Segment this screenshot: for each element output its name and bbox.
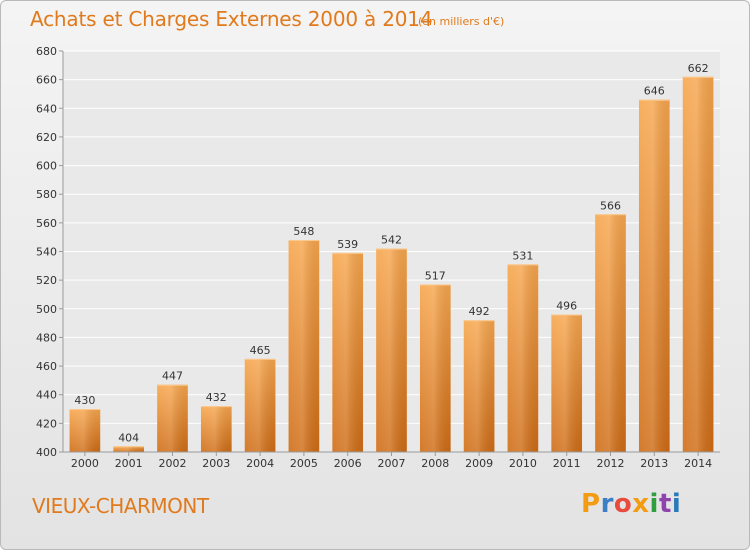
- bar-shine: [638, 99, 670, 452]
- x-tick-label-2011: 2011: [553, 457, 581, 470]
- proxiti-logo: Proxiti: [581, 489, 681, 519]
- x-tick-label-2012: 2012: [597, 457, 625, 470]
- bar-shine: [113, 446, 145, 452]
- x-tick-label-2003: 2003: [202, 457, 230, 470]
- x-tick-label-2001: 2001: [115, 457, 143, 470]
- chart-subtitle: (en milliers d'€): [418, 15, 505, 28]
- y-tick-label: 660: [36, 74, 57, 87]
- bar-shine: [419, 284, 451, 452]
- logo-letter: t: [658, 489, 672, 519]
- x-tick-label-2008: 2008: [421, 457, 449, 470]
- value-label-2005: 548: [293, 225, 314, 238]
- bar-shine: [200, 406, 232, 452]
- y-tick-label: 500: [36, 303, 57, 316]
- x-axis-ticks: 2000 2001 2002 2003 2004 2005 2006 2007 2008 2009…: [71, 452, 712, 470]
- bar-shine: [463, 320, 495, 452]
- y-tick-label: 580: [36, 188, 57, 201]
- value-label-2001: 404: [118, 431, 139, 444]
- y-tick-label: 640: [36, 102, 57, 115]
- bar-shine: [157, 384, 188, 452]
- y-tick-label: 680: [36, 45, 57, 58]
- value-label-2014: 662: [688, 62, 709, 75]
- bar-shine: [376, 248, 407, 452]
- y-tick-label: 600: [36, 160, 57, 173]
- y-tick-label: 440: [36, 389, 57, 402]
- bar-shine: [288, 240, 320, 452]
- value-label-2010: 531: [512, 249, 533, 262]
- value-label-2008: 517: [425, 269, 446, 282]
- bar-shine: [69, 409, 101, 452]
- y-tick-label: 540: [36, 246, 57, 259]
- value-labels: 430 404 447 432 465 548 539 542 517 492 531 496 566 6…: [74, 62, 708, 444]
- x-tick-label-2006: 2006: [334, 457, 362, 470]
- x-tick-label-2005: 2005: [290, 457, 318, 470]
- x-tick-label-2002: 2002: [159, 457, 187, 470]
- logo-letter: o: [613, 489, 633, 519]
- bar-shine: [682, 76, 714, 453]
- logo-letter: i: [671, 489, 682, 519]
- y-tick-label: 460: [36, 360, 57, 373]
- value-label-2012: 566: [600, 199, 621, 212]
- x-tick-label-2000: 2000: [71, 457, 99, 470]
- place-name: VIEUX-CHARMONT: [32, 494, 209, 518]
- logo-letter: x: [632, 489, 650, 519]
- y-tick-label: 520: [36, 274, 57, 287]
- bar-shine: [332, 252, 364, 452]
- x-tick-label-2007: 2007: [378, 457, 406, 470]
- x-tick-label-2013: 2013: [640, 457, 668, 470]
- chart-title: Achats et Charges Externes 2000 à 2014: [30, 7, 433, 31]
- logo-letter: r: [600, 489, 614, 519]
- value-label-2009: 492: [469, 305, 490, 318]
- bar-shine: [595, 214, 626, 452]
- value-label-2011: 496: [556, 300, 577, 313]
- value-label-2002: 447: [162, 370, 183, 383]
- bar-shine: [551, 314, 583, 452]
- x-tick-label-2010: 2010: [509, 457, 537, 470]
- y-tick-label: 480: [36, 331, 57, 344]
- y-tick-label: 620: [36, 131, 57, 144]
- x-tick-label-2009: 2009: [465, 457, 493, 470]
- logo-letter: P: [581, 489, 601, 519]
- bars: [69, 76, 714, 453]
- value-label-2004: 465: [250, 344, 271, 357]
- y-tick-label: 400: [36, 446, 57, 459]
- bar-shine: [244, 358, 276, 452]
- y-tick-label: 420: [36, 417, 57, 430]
- x-tick-label-2004: 2004: [246, 457, 274, 470]
- value-label-2013: 646: [644, 85, 665, 98]
- value-label-2006: 539: [337, 238, 358, 251]
- y-axis-ticks: 400 420 440 460 480 500 520 540 560 580 600 620 640 6…: [36, 45, 64, 459]
- y-tick-label: 560: [36, 217, 57, 230]
- bar-shine: [507, 264, 539, 452]
- logo-letter: i: [649, 489, 659, 519]
- x-tick-label-2014: 2014: [684, 457, 712, 470]
- value-label-2007: 542: [381, 234, 402, 247]
- value-label-2000: 430: [74, 394, 95, 407]
- value-label-2003: 432: [206, 391, 227, 404]
